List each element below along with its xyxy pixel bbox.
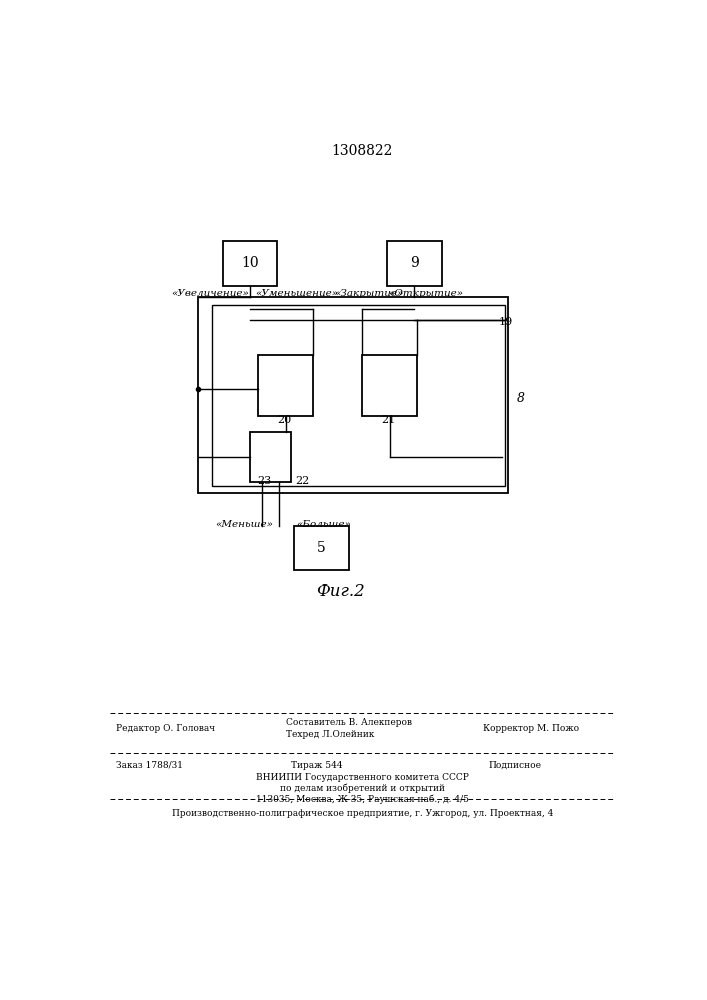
Text: «Открытие»: «Открытие» [389,289,464,298]
Text: 113035, Москва, Ж-35, Раушская наб., д. 4/5: 113035, Москва, Ж-35, Раушская наб., д. … [256,794,469,804]
Text: Заказ 1788/31: Заказ 1788/31 [116,761,183,770]
Bar [258,355,313,416]
Text: по делам изобретений и открытий: по делам изобретений и открытий [280,784,445,793]
Text: «Уменьшение»: «Уменьшение» [255,289,339,298]
Text: «Увеличение»: «Увеличение» [172,289,250,298]
Text: 23: 23 [257,476,271,486]
Bar [294,526,349,570]
Text: 10: 10 [241,256,259,270]
Text: «Меньше»: «Меньше» [216,520,274,529]
Bar [211,305,505,486]
Text: 8: 8 [517,392,525,405]
Text: 9: 9 [410,256,419,270]
Text: Корректор М. Пожо: Корректор М. Пожо [483,724,579,733]
Text: 1308822: 1308822 [332,144,393,158]
Bar [198,297,508,493]
Text: Тираж 544: Тираж 544 [291,761,343,770]
Bar [250,432,291,482]
Text: 5: 5 [317,541,326,555]
Text: 22: 22 [296,476,310,486]
Text: Подписное: Подписное [489,761,542,770]
Text: 19: 19 [498,317,513,327]
Bar [387,241,442,286]
Bar [223,241,277,286]
Text: Производственно-полиграфическое предприятие, г. Ужгород, ул. Проектная, 4: Производственно-полиграфическое предприя… [172,808,553,818]
Text: 21: 21 [382,415,396,425]
Text: Составитель В. Алекперов: Составитель В. Алекперов [286,718,411,727]
Text: «Закрытие»: «Закрытие» [334,289,403,298]
Text: 20: 20 [277,415,291,425]
Text: «Больше»: «Больше» [297,520,351,529]
Text: Редактор О. Головач: Редактор О. Головач [116,724,215,733]
Text: ВНИИПИ Государственного комитета СССР: ВНИИПИ Государственного комитета СССР [256,773,469,782]
Text: Фиг.2: Фиг.2 [316,583,365,600]
Bar [363,355,417,416]
Text: Техред Л.Олейник: Техред Л.Олейник [286,730,374,739]
